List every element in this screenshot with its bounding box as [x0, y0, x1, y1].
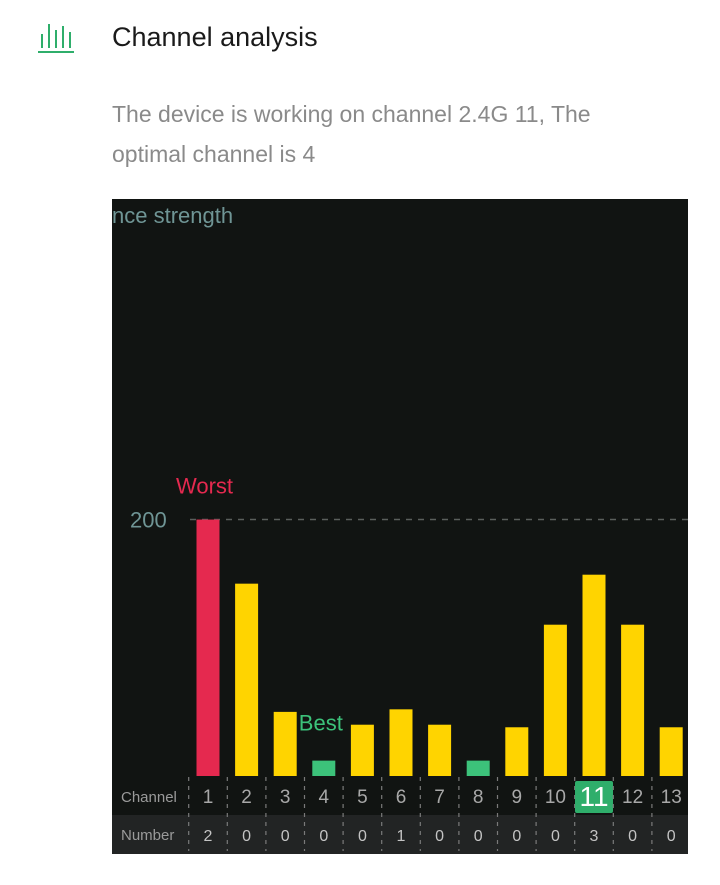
bar-channel-10 [543, 624, 567, 776]
bar-channel-9 [505, 727, 529, 776]
bar-channel-13 [659, 727, 683, 776]
worst-annotation: Worst [176, 474, 233, 499]
number-value-2: 0 [242, 828, 251, 845]
number-value-8: 0 [474, 828, 483, 845]
number-value-10: 0 [551, 828, 560, 845]
number-value-5: 0 [358, 828, 367, 845]
channel-chart: nce strength 200 Worst Best Channel Numbe… [112, 199, 688, 854]
channel-tick-12: 12 [622, 787, 643, 808]
bar-channel-5 [350, 724, 374, 776]
number-value-13: 0 [667, 828, 676, 845]
best-annotation: Best [299, 711, 343, 736]
bar-channel-7 [428, 724, 452, 776]
number-value-12: 0 [628, 828, 637, 845]
number-value-9: 0 [512, 828, 521, 845]
number-row-background [112, 815, 688, 854]
channel-tick-13: 13 [661, 787, 682, 808]
bar-channel-4 [312, 760, 336, 776]
bar-channel-1 [196, 519, 220, 776]
number-value-3: 0 [281, 828, 290, 845]
page-title: Channel analysis [112, 22, 318, 52]
current-channel-highlight [575, 781, 613, 813]
channel-tick-6: 6 [396, 787, 407, 808]
channel-tick-5: 5 [357, 787, 368, 808]
channel-tick-10: 10 [545, 787, 566, 808]
channel-tick-7: 7 [434, 787, 445, 808]
gridline-label: 200 [130, 508, 167, 533]
bar-channel-6 [389, 709, 413, 776]
number-row-label: Number [121, 827, 174, 844]
bar-channel-12 [621, 624, 645, 776]
number-value-4: 0 [319, 828, 328, 845]
channel-tick-8: 8 [473, 787, 484, 808]
channel-tick-2: 2 [241, 787, 252, 808]
bar-channel-2 [235, 583, 259, 776]
channel-tick-11: 11 [579, 781, 608, 812]
number-value-6: 1 [397, 828, 406, 845]
channel-tick-4: 4 [319, 787, 330, 808]
number-value-7: 0 [435, 828, 444, 845]
channel-row-label: Channel [121, 789, 177, 806]
channel-description: The device is working on channel 2.4G 11… [112, 101, 591, 167]
bar-channel-3 [273, 711, 297, 776]
number-value-11: 3 [590, 828, 599, 845]
number-value-1: 2 [204, 828, 213, 845]
signal-bars-icon [38, 24, 74, 53]
channel-tick-9: 9 [512, 787, 523, 808]
bar-channel-8 [466, 760, 490, 776]
bar-channel-11 [582, 574, 606, 776]
channel-tick-3: 3 [280, 787, 291, 808]
y-axis-label: nce strength [112, 203, 233, 228]
channel-tick-1: 1 [203, 787, 214, 808]
